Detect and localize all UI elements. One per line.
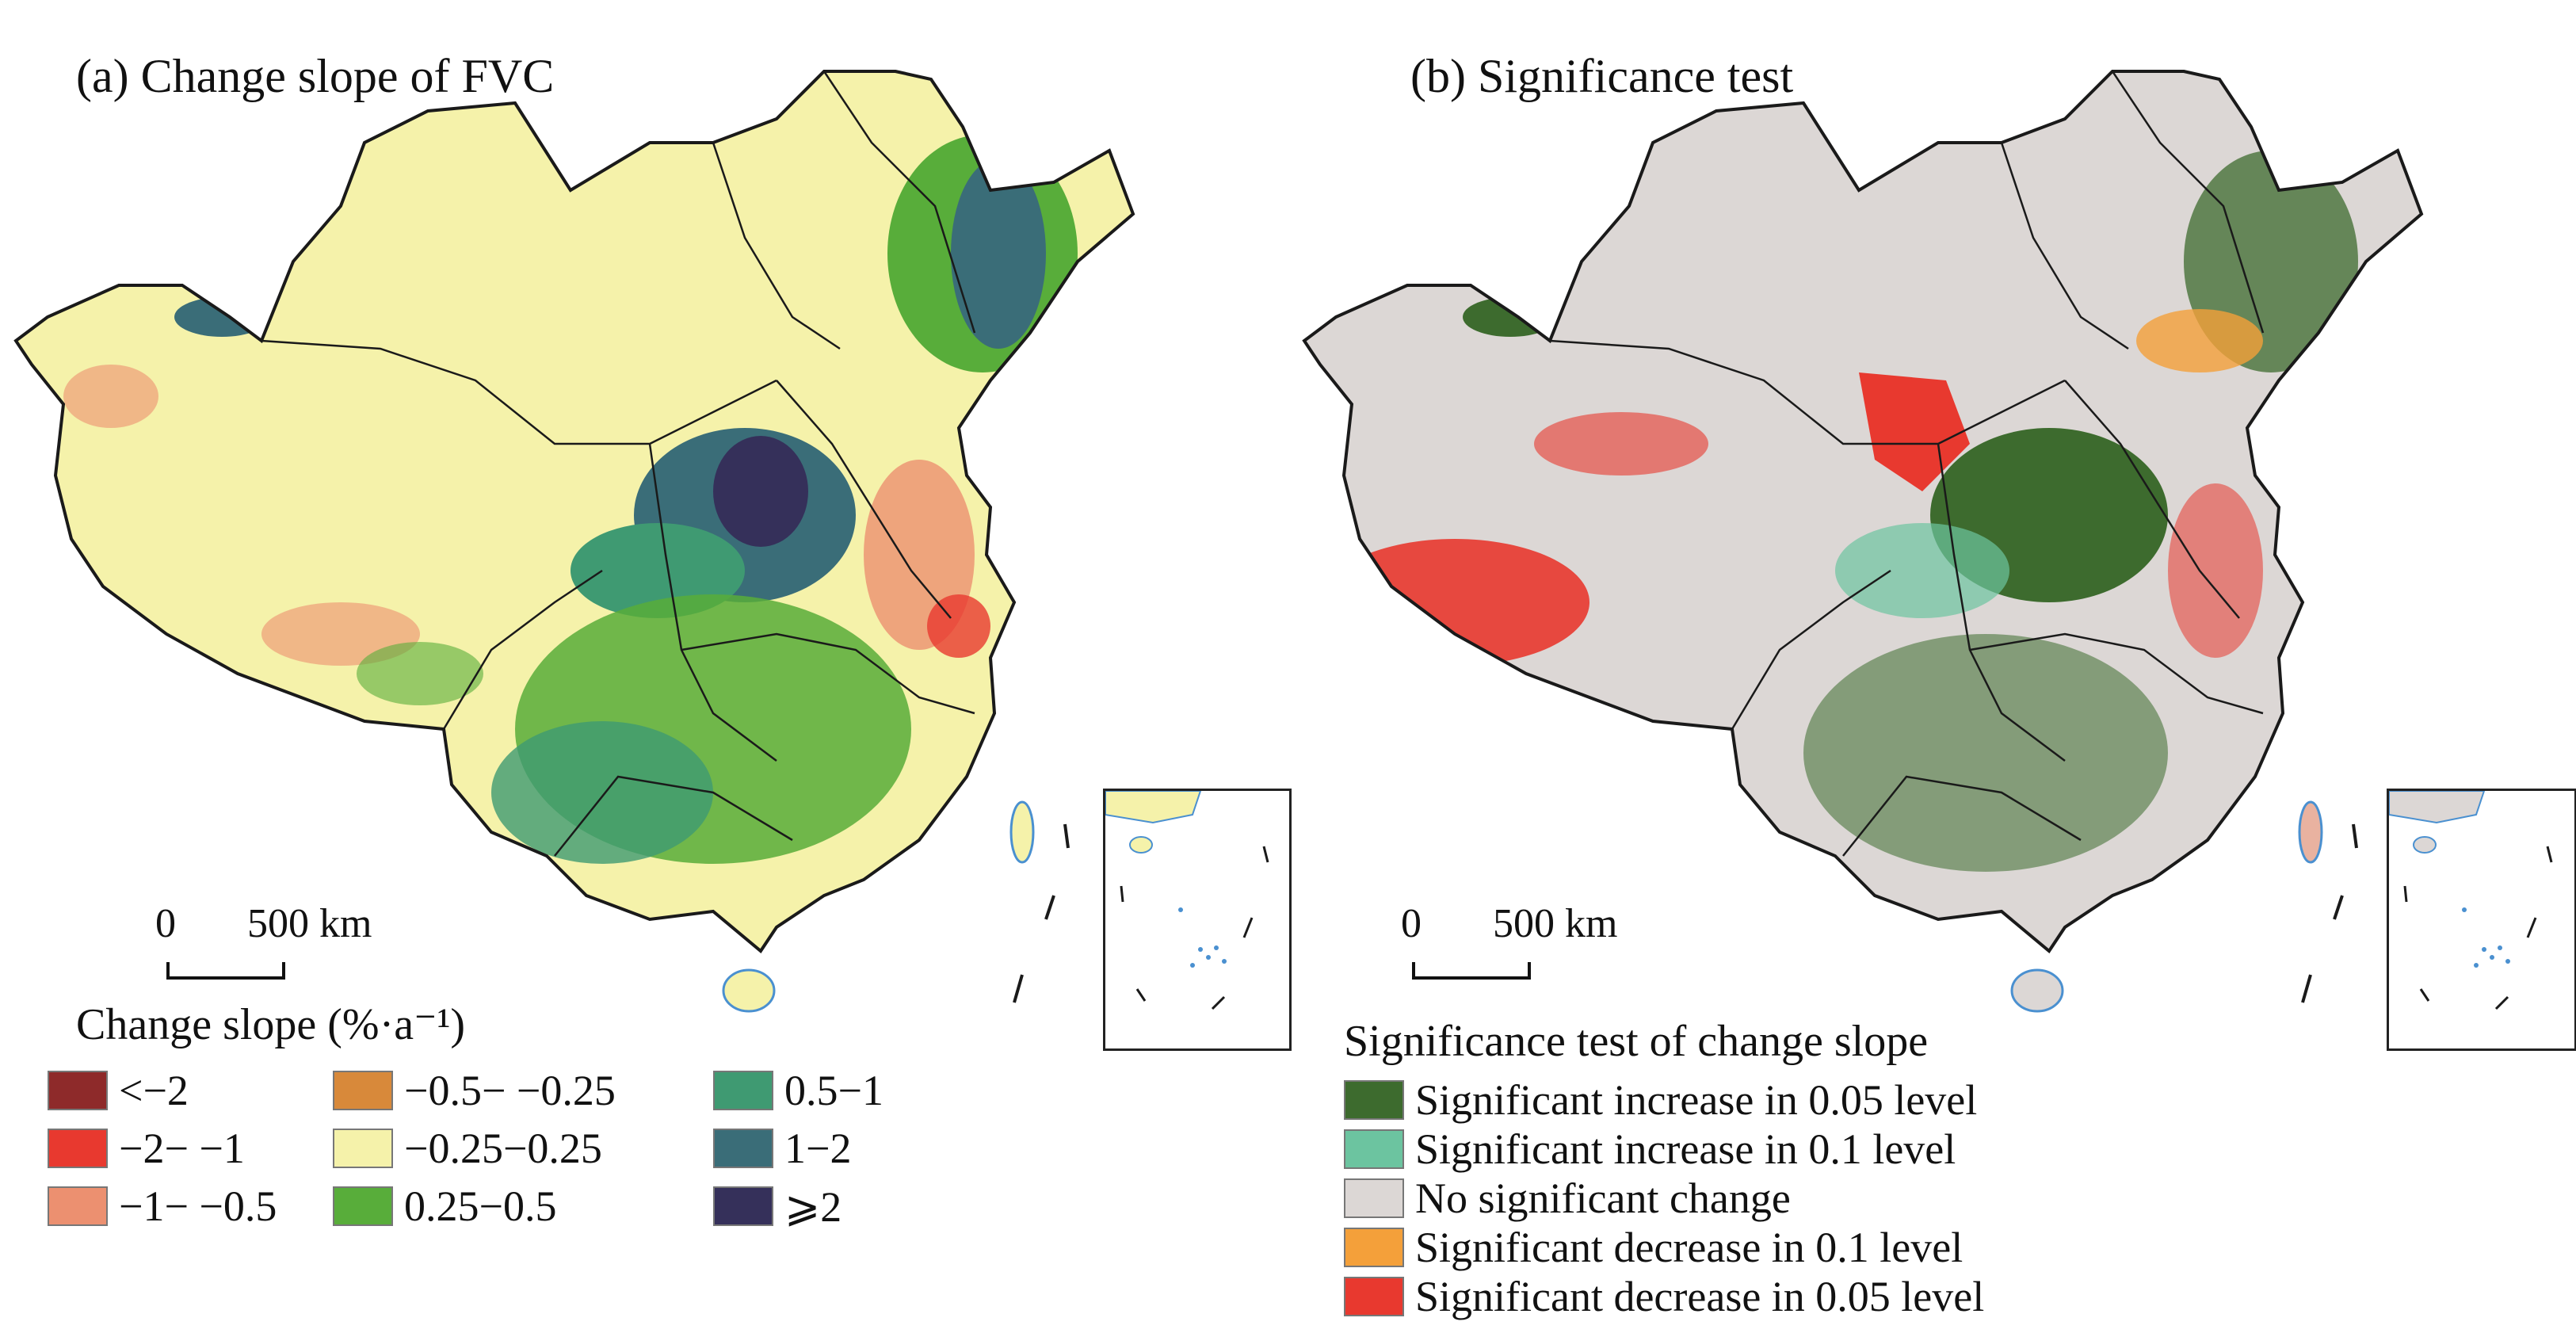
fvc-slope-map bbox=[14, 70, 1135, 1013]
legend-swatch bbox=[713, 1071, 773, 1110]
inset-islands bbox=[1178, 907, 1227, 968]
legend-label: No significant change bbox=[1415, 1174, 1791, 1222]
inset-mainland bbox=[2388, 790, 2486, 824]
legend-item: ⩾2 bbox=[713, 1183, 841, 1231]
region-tianshan bbox=[174, 297, 269, 337]
region-loess-dark bbox=[713, 436, 808, 547]
region-inner-mongolia-decrease bbox=[1859, 372, 1970, 491]
hainan-island bbox=[722, 968, 776, 1013]
scalebar-line bbox=[166, 962, 285, 980]
legend-swatch bbox=[48, 1129, 108, 1168]
panel-b-title: (b) Significance test bbox=[1410, 50, 1794, 102]
legend-label: 0.5−1 bbox=[784, 1067, 883, 1114]
inset-hainan bbox=[1129, 836, 1153, 854]
legend-swatch bbox=[1344, 1277, 1404, 1316]
region-south-increase bbox=[1803, 634, 2168, 872]
legend-label: ⩾2 bbox=[784, 1182, 842, 1231]
legend-item: Significant decrease in 0.1 level bbox=[1344, 1224, 1963, 1271]
scalebar-end: 500 km bbox=[1493, 901, 1618, 946]
legend-swatch bbox=[333, 1071, 393, 1110]
region-tibet-decrease bbox=[1320, 539, 1589, 666]
legend-item: Significant decrease in 0.05 level bbox=[1344, 1273, 1985, 1320]
legend-item: −2− −1 bbox=[48, 1125, 245, 1172]
legend-label: −0.5− −0.25 bbox=[404, 1067, 616, 1114]
legend-label: Significant increase in 0.05 level bbox=[1415, 1076, 1978, 1124]
legend-swatch bbox=[48, 1186, 108, 1226]
scalebar-start: 0 bbox=[155, 901, 176, 946]
legend-item: 0.25−0.5 bbox=[333, 1182, 557, 1230]
legend-swatch bbox=[48, 1071, 108, 1110]
scalebar-line bbox=[1412, 962, 1531, 980]
legend-swatch bbox=[1344, 1080, 1404, 1120]
inset-map bbox=[2388, 790, 2553, 1010]
panel-significance: (b) Significance test bbox=[1288, 0, 2576, 1333]
province-boundaries bbox=[1549, 71, 2265, 857]
inset-dashes bbox=[1120, 846, 1269, 1010]
region-north-decrease bbox=[2136, 309, 2263, 372]
region-northeast-teal bbox=[951, 159, 1046, 349]
region-southwest-green bbox=[491, 721, 713, 864]
region-east-decrease bbox=[2168, 483, 2263, 658]
legend-swatch bbox=[333, 1186, 393, 1226]
legend-label: Significant increase in 0.1 level bbox=[1415, 1125, 1956, 1173]
legend-label: −2− −1 bbox=[119, 1125, 245, 1172]
legend-item: Significant increase in 0.05 level bbox=[1344, 1076, 1978, 1124]
region-loess-green bbox=[571, 523, 745, 618]
legend-label: 1−2 bbox=[784, 1125, 852, 1172]
legend-swatch bbox=[1344, 1129, 1404, 1169]
region-qaidam-decrease bbox=[1534, 412, 1708, 476]
legend-label: Significant decrease in 0.1 level bbox=[1415, 1224, 1963, 1271]
legend-item: −0.5− −0.25 bbox=[333, 1067, 616, 1114]
legend-b-title: Significance test of change slope bbox=[1344, 1017, 1929, 1066]
legend-label: Significant decrease in 0.05 level bbox=[1415, 1273, 1985, 1320]
inset-islands bbox=[2462, 907, 2510, 968]
legend-item: Significant increase in 0.1 level bbox=[1344, 1125, 1956, 1173]
legend-swatch bbox=[333, 1129, 393, 1168]
maritime-dashes bbox=[2301, 823, 2358, 1003]
legend-item: 1−2 bbox=[713, 1125, 852, 1172]
inset-dashes bbox=[2403, 846, 2553, 1010]
south-china-sea-inset bbox=[1103, 789, 1292, 1051]
inset-hainan bbox=[2413, 836, 2437, 854]
region-xinjiang-decline bbox=[63, 365, 158, 428]
legend-swatch bbox=[713, 1186, 773, 1226]
region-tianshan-increase bbox=[1463, 297, 1558, 337]
legend-item: <−2 bbox=[48, 1067, 189, 1114]
scalebar-start: 0 bbox=[1401, 901, 1422, 946]
legend-swatch bbox=[713, 1129, 773, 1168]
legend-label: 0.25−0.5 bbox=[404, 1182, 557, 1230]
legend-a-title: Change slope (%·a⁻¹) bbox=[76, 1000, 466, 1049]
taiwan-island bbox=[2298, 800, 2323, 864]
panel-a-title: (a) Change slope of FVC bbox=[76, 50, 555, 102]
legend-item: 0.5−1 bbox=[713, 1067, 883, 1114]
legend-item: No significant change bbox=[1344, 1174, 1791, 1222]
south-china-sea-inset bbox=[2387, 789, 2576, 1051]
province-boundaries bbox=[261, 71, 976, 857]
inset-mainland bbox=[1105, 790, 1202, 824]
legend-swatch bbox=[1344, 1228, 1404, 1267]
region-yangtze-delta bbox=[927, 594, 990, 658]
region-tibet-green bbox=[357, 642, 483, 705]
inset-map bbox=[1105, 790, 1269, 1010]
legend-swatch bbox=[1344, 1178, 1404, 1218]
panel-change-slope: (a) Change slope of FVC bbox=[14, 50, 1292, 1231]
legend-label: −1− −0.5 bbox=[119, 1182, 277, 1230]
legend-item: −0.25−0.25 bbox=[333, 1125, 602, 1172]
region-loess-moderate bbox=[1835, 523, 2009, 618]
scalebar-end: 500 km bbox=[247, 901, 372, 946]
significance-map bbox=[1303, 70, 2423, 1013]
legend-label: −0.25−0.25 bbox=[404, 1125, 602, 1172]
hainan-island bbox=[2010, 968, 2064, 1013]
taiwan-island bbox=[1009, 800, 1035, 864]
legend-item: −1− −0.5 bbox=[48, 1182, 277, 1230]
maritime-dashes bbox=[1013, 823, 1070, 1003]
legend-label: <−2 bbox=[119, 1067, 189, 1114]
